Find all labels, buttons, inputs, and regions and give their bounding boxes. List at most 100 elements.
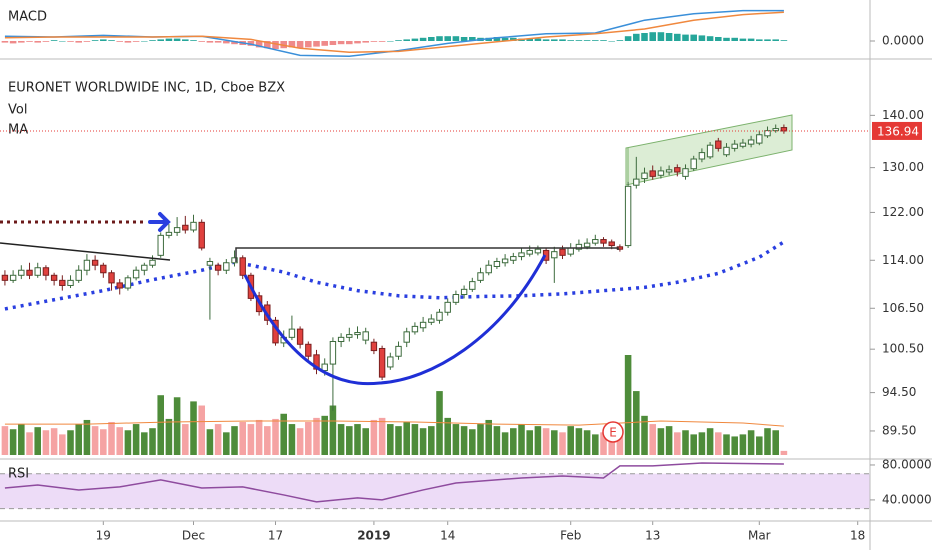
volume-bar [731, 436, 738, 455]
macd-histogram-bar [739, 38, 747, 41]
macd-histogram-bar [641, 33, 648, 41]
volume-bar [124, 430, 132, 455]
volume-bar [575, 428, 583, 455]
candle-body [731, 143, 738, 149]
macd-histogram-bar [706, 36, 714, 41]
volume-bar [75, 424, 82, 455]
volume-bar [214, 424, 222, 455]
volume-bar [518, 424, 525, 455]
macd-histogram-bar [346, 41, 353, 45]
volume-bar [247, 424, 255, 455]
x-tick-label: 2019 [357, 529, 390, 543]
volume-bar [305, 422, 312, 455]
macd-histogram-bar [59, 41, 66, 42]
candle-body [772, 128, 779, 132]
macd-histogram-bar [510, 37, 517, 41]
macd-histogram-bar [296, 41, 304, 49]
candle-body [592, 239, 599, 244]
macd-histogram-bar [542, 39, 550, 41]
volume-bar [173, 397, 181, 455]
candle-body [485, 264, 492, 274]
candle-body [83, 259, 91, 271]
macd-histogram-bar [272, 41, 279, 49]
candle-body [436, 311, 443, 321]
candle-body [649, 170, 656, 177]
candle-body [42, 267, 50, 276]
macd-histogram-bar [559, 39, 566, 41]
macd-histogram-bar [214, 41, 222, 43]
macd-histogram-bar [657, 32, 665, 41]
candle-body [116, 282, 123, 289]
candle-body [510, 256, 517, 261]
candle-body [657, 170, 665, 176]
macd-histogram-bar [132, 41, 140, 42]
macd-histogram-bar [247, 41, 255, 46]
macd-histogram-bar [26, 41, 33, 42]
candle-body [321, 363, 328, 372]
macd-histogram-bar [362, 41, 369, 43]
volume-bar [526, 430, 533, 455]
volume-bar [559, 432, 566, 455]
candle-body [674, 167, 681, 173]
macd-title: MACD [8, 10, 47, 25]
macd-histogram-bar [444, 36, 451, 41]
candle-body [723, 146, 730, 156]
volume-bar [698, 432, 706, 455]
macd-histogram-bar [600, 40, 607, 41]
candle-body [764, 130, 771, 137]
earnings-marker[interactable] [602, 421, 624, 443]
macd-histogram-bar [321, 41, 328, 46]
candle-body [239, 257, 246, 276]
candle-body [551, 251, 558, 259]
candle-body [428, 318, 435, 323]
volume-bar [370, 419, 378, 455]
x-tick-label: 18 [850, 529, 865, 543]
macd-histogram-bar [1, 41, 9, 43]
candle-body [182, 224, 189, 231]
macd-histogram-bar [149, 40, 156, 41]
candle-body [493, 261, 501, 267]
y-tick-label: 100.50 [882, 342, 924, 356]
macd-histogram-bar [493, 37, 501, 41]
volume-bar [747, 430, 755, 455]
macd-histogram-bar [633, 33, 640, 41]
macd-histogram-bar [173, 38, 181, 41]
candle-body [108, 272, 115, 284]
macd-histogram-bar [329, 41, 337, 45]
volume-bar [67, 430, 74, 455]
x-tick-label: Dec [182, 529, 205, 543]
macd-histogram-bar [305, 41, 312, 48]
volume-bar [641, 415, 648, 455]
volume-bar [756, 436, 763, 455]
volume-bar [428, 426, 435, 455]
macd-histogram-bar [223, 41, 230, 44]
y-tick-label: 130.00 [882, 160, 924, 174]
volume-bar [59, 434, 66, 455]
macd-histogram-bar [551, 39, 558, 41]
macd-histogram-bar [592, 40, 599, 41]
volume-bar [510, 428, 517, 455]
candle-body [91, 259, 99, 266]
macd-histogram-bar [501, 37, 509, 41]
candle-body [583, 242, 591, 248]
volume-bar [649, 424, 656, 455]
macd-histogram-bar [419, 37, 427, 41]
y-tick-label: 89.50 [882, 423, 916, 437]
volume-bar [42, 430, 50, 455]
macd-histogram-bar [124, 41, 132, 43]
candle-body [756, 134, 763, 144]
candle-body [59, 279, 66, 286]
macd-histogram-bar [313, 41, 320, 47]
candle-body [526, 249, 533, 255]
volume-bar [149, 428, 156, 455]
volume-bar [18, 424, 25, 455]
macd-histogram-bar [764, 39, 771, 41]
candle-body [296, 328, 304, 345]
volume-bar [26, 432, 33, 455]
candle-body [354, 332, 361, 336]
plot: 19 Dec 17 2019 14 Feb 13 Mar 18 [0, 9, 870, 543]
volume-bar [706, 428, 714, 455]
candle-body [305, 343, 312, 357]
